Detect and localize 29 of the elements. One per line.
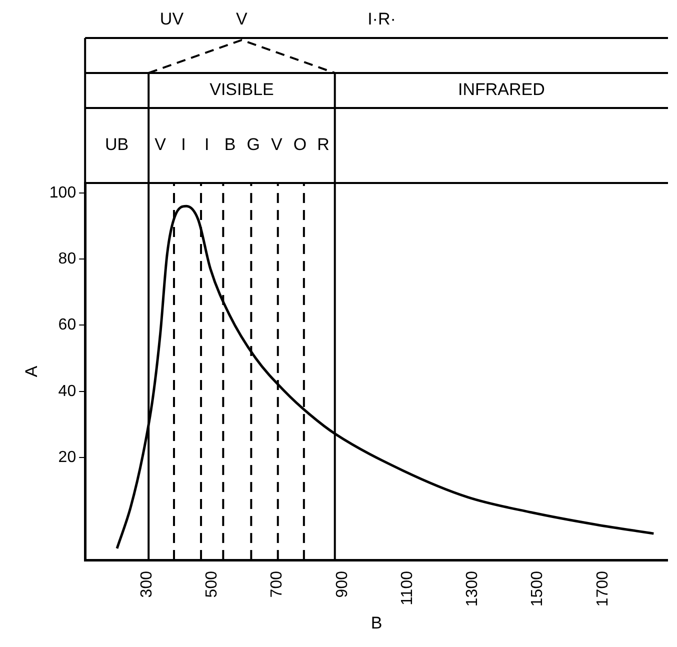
text: I bbox=[204, 135, 210, 154]
text: INFRARED bbox=[458, 80, 545, 100]
text: UV bbox=[160, 10, 184, 29]
x-tick-label: 700 bbox=[268, 570, 286, 598]
x-tick-label: 1700 bbox=[594, 570, 612, 607]
text: I·R· bbox=[368, 10, 396, 29]
y-tick-label: 40 bbox=[58, 382, 76, 400]
text: V bbox=[236, 10, 248, 29]
y-tick-label: 100 bbox=[49, 184, 76, 202]
y-axis-title: A bbox=[22, 365, 41, 378]
x-tick-label: 1300 bbox=[464, 570, 482, 607]
text: O bbox=[293, 135, 307, 154]
text: UB bbox=[105, 135, 129, 154]
text: R bbox=[317, 135, 330, 154]
y-tick-label: 20 bbox=[58, 448, 76, 466]
x-tick-label: 1500 bbox=[529, 570, 546, 607]
y-tick-label: 60 bbox=[58, 316, 76, 334]
x-tick-label: 300 bbox=[138, 570, 156, 598]
text: B bbox=[224, 135, 236, 154]
text: V bbox=[154, 135, 167, 154]
x-axis-title: B bbox=[370, 613, 382, 632]
x-tick-label: 900 bbox=[334, 570, 351, 598]
x-tick-label: 500 bbox=[204, 570, 221, 598]
text: G bbox=[246, 135, 260, 154]
text: I bbox=[181, 135, 186, 154]
x-tick-label: 1100 bbox=[398, 570, 416, 606]
y-tick-label: 80 bbox=[58, 250, 76, 268]
text: VISIBLE bbox=[210, 80, 274, 100]
text: V bbox=[270, 135, 283, 154]
